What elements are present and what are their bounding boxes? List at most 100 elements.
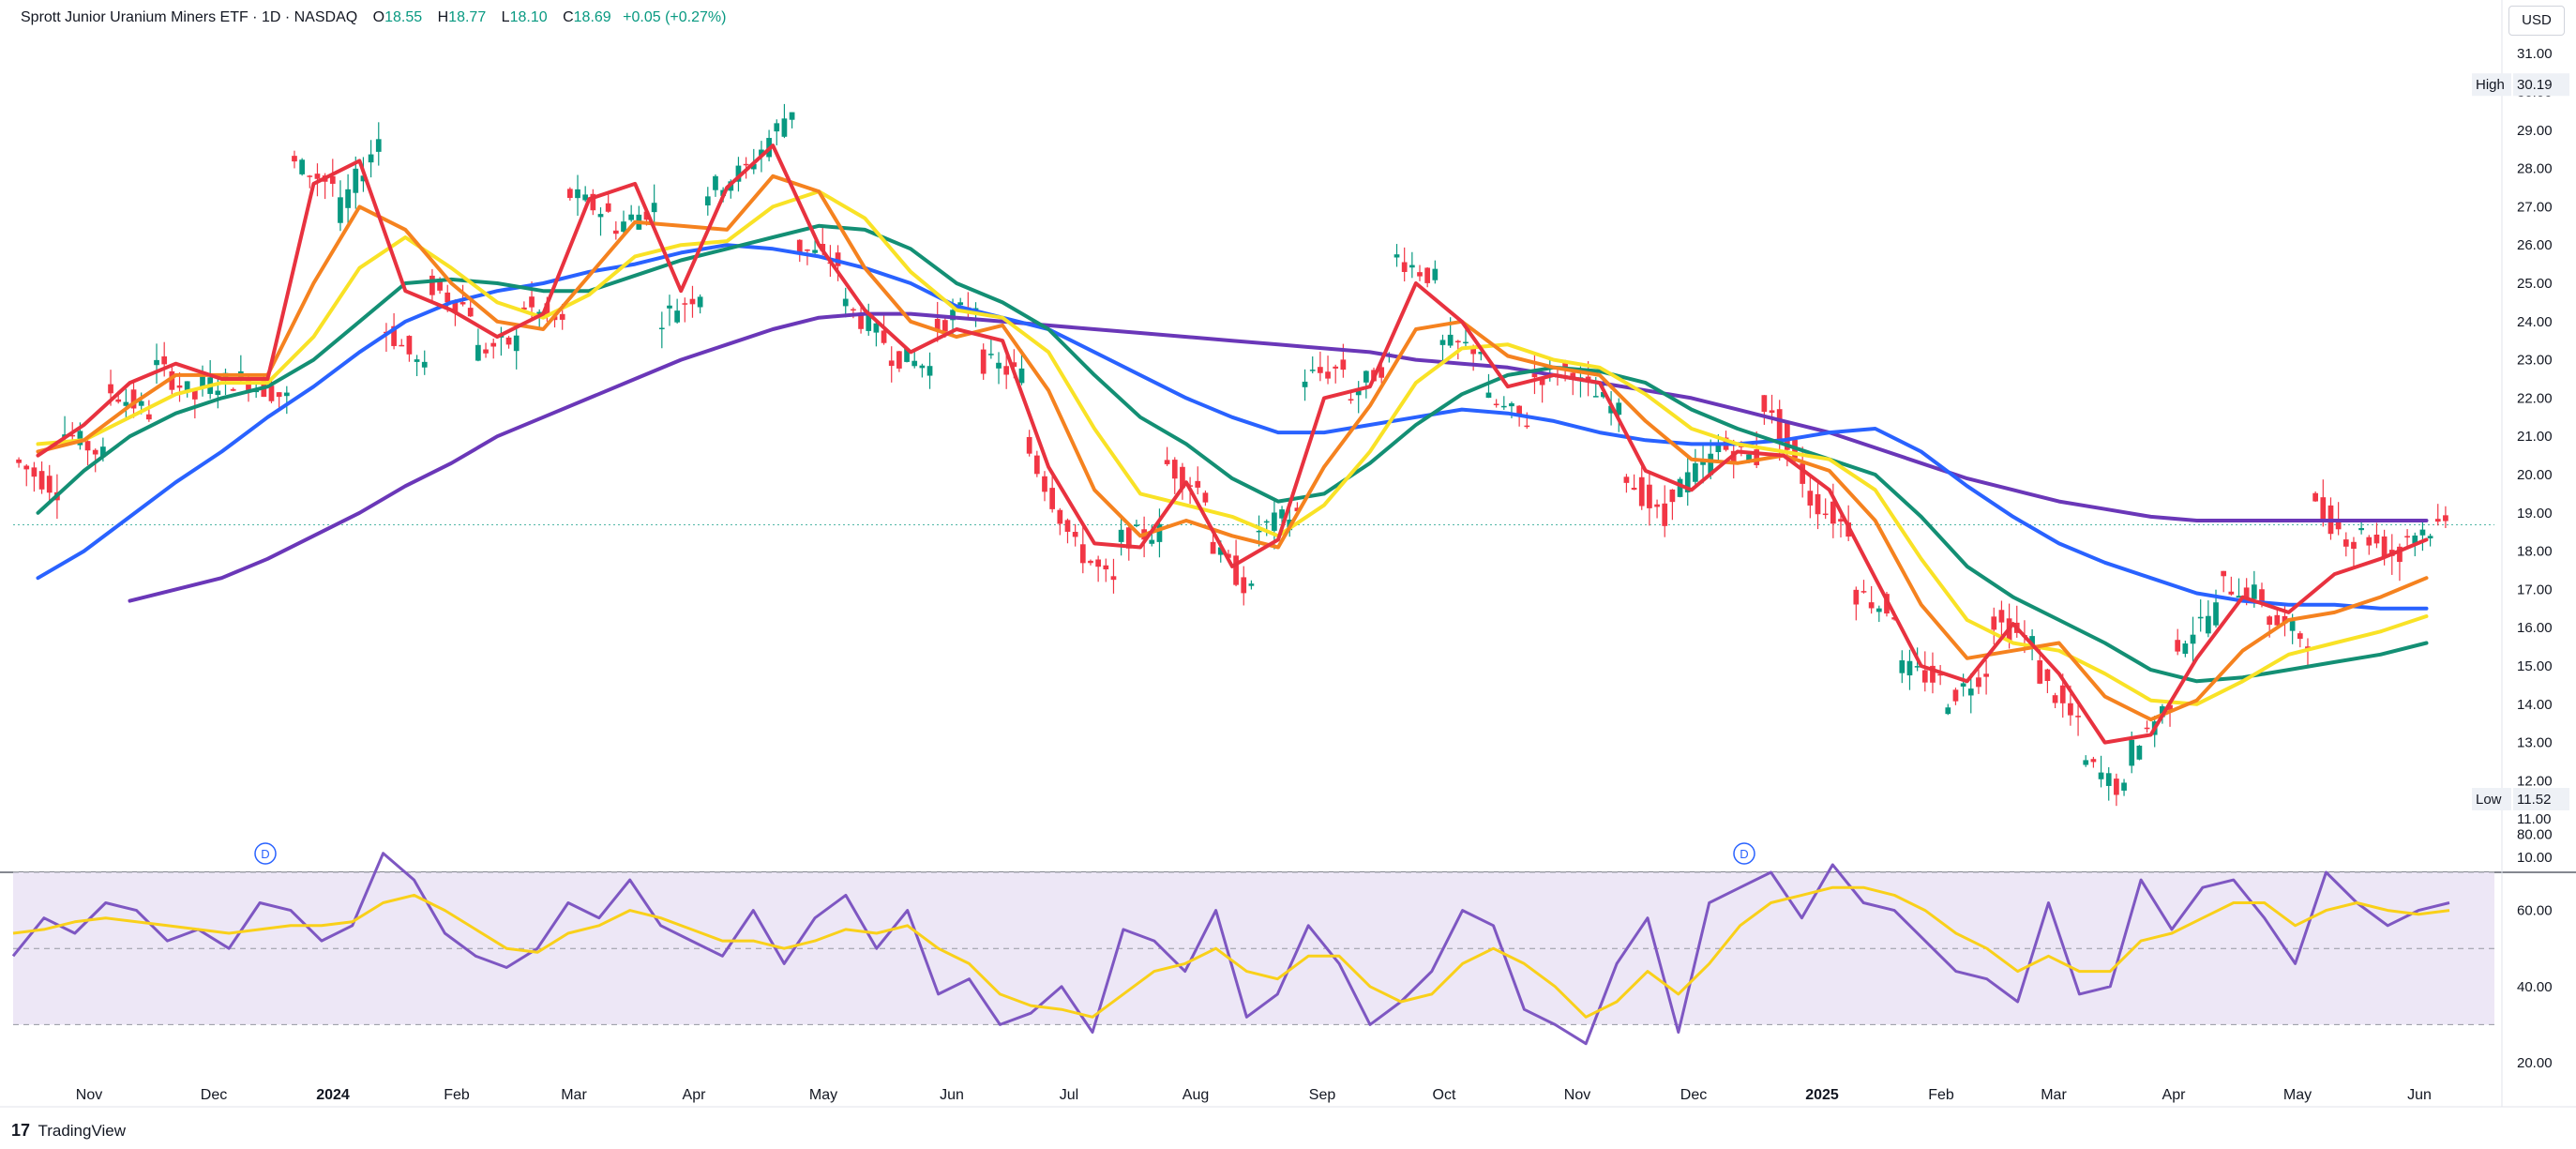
high-badge-label-bg [2472, 73, 2511, 97]
candle-body [873, 323, 880, 333]
candle-body [1601, 391, 1606, 398]
candle-body [230, 388, 236, 391]
low-label: L [501, 9, 510, 25]
candle-body [1118, 529, 1124, 542]
candle-body [1134, 524, 1139, 526]
candle-body [774, 123, 780, 132]
candle-body [1424, 267, 1431, 283]
candle-body [176, 385, 183, 388]
candle-body [1149, 539, 1155, 544]
candle-body [658, 327, 665, 330]
candle-body [2335, 519, 2342, 530]
candle-body [100, 446, 106, 458]
candle-body [1509, 402, 1514, 407]
candle-body [459, 302, 466, 305]
candle-body [2434, 519, 2441, 522]
candle-body [146, 414, 152, 420]
price-axis-tick: 12.00 [2517, 773, 2553, 789]
candle-body [16, 459, 22, 463]
candle-body [154, 359, 159, 366]
candle-body [1500, 405, 1507, 408]
candle-body [2052, 695, 2058, 703]
candle-body [2404, 536, 2410, 538]
candle-body [2121, 782, 2127, 791]
candle-body [628, 214, 635, 220]
candle-body [399, 344, 405, 347]
candle-body [759, 149, 764, 156]
candle-body [2213, 602, 2219, 626]
candle-body [2083, 760, 2089, 765]
price-axis-tick: 10.00 [2517, 850, 2553, 866]
price-axis-tick: 18.00 [2517, 544, 2553, 560]
low-value: 18.10 [509, 9, 548, 25]
candle-body [513, 335, 520, 352]
price-axis-tick: 23.00 [2517, 353, 2553, 369]
candle-body [1761, 395, 1768, 413]
candle-body [2175, 640, 2181, 652]
candle-body [842, 298, 849, 307]
candle-body [429, 275, 435, 295]
candle-body [69, 434, 76, 437]
time-axis-tick: Mar [2041, 1087, 2067, 1103]
ma-line-2 [36, 174, 2429, 722]
ma-line-6 [128, 311, 2429, 603]
tradingview-brand[interactable]: 17 TradingView [11, 1121, 126, 1141]
price-axis-tick: 17.00 [2517, 582, 2553, 597]
candle-body [1248, 583, 1255, 586]
candle-body [575, 189, 580, 199]
symbol-title[interactable]: Sprott Junior Uranium Miners ETF · 1D · … [21, 9, 358, 25]
candle-body [1409, 265, 1415, 268]
candle-body [184, 381, 190, 391]
price-axis-tick: 25.00 [2517, 276, 2553, 292]
currency-button[interactable]: USD [2508, 6, 2565, 36]
candle-body [1822, 513, 1829, 516]
candle-body [215, 390, 221, 396]
candle-body [1348, 399, 1354, 401]
change-value: +0.05 (+0.27%) [623, 9, 727, 25]
open-value: 18.55 [384, 9, 423, 25]
time-axis-tick: 2025 [1805, 1087, 1839, 1103]
candle-body [1125, 527, 1132, 549]
candle-body [2236, 596, 2242, 598]
chart-header: Sprott Junior Uranium Miners ETF · 1D · … [21, 9, 726, 26]
candle-body [1309, 370, 1316, 371]
candle-body [1983, 673, 1989, 677]
candle-body [2427, 536, 2433, 538]
candle-body [996, 362, 1002, 369]
candles [16, 103, 2448, 807]
ma-line-1 [36, 144, 2429, 745]
candle-body [1079, 544, 1086, 564]
candle-body [1378, 367, 1385, 378]
candle-body [283, 392, 290, 397]
candle-body [704, 196, 711, 206]
candle-body [812, 249, 818, 253]
low-badge-label: Low [2476, 792, 2502, 808]
price-axis-tick: 22.00 [2517, 390, 2553, 406]
candle-body [2373, 535, 2380, 544]
dividend-marker-label: D [261, 847, 269, 861]
rsi-axis-tick: 80.00 [2517, 826, 2553, 842]
rsi-axis-tick: 20.00 [2517, 1055, 2553, 1071]
candle-body [911, 360, 918, 367]
time-axis-tick: Dec [201, 1087, 227, 1103]
candle-body [1340, 359, 1347, 370]
candle-body [888, 360, 895, 367]
candle-body [1294, 507, 1301, 512]
candle-body [1906, 660, 1913, 676]
candle-body [1272, 512, 1277, 531]
candle-body [1333, 366, 1339, 369]
candle-body [314, 174, 321, 179]
candle-body [1263, 521, 1270, 523]
candle-body [1103, 565, 1109, 570]
candle-body [2037, 660, 2043, 684]
candle-body [368, 154, 374, 163]
candle-body [1715, 445, 1722, 453]
price-axis-tick: 26.00 [2517, 237, 2553, 253]
candle-body [1110, 576, 1117, 581]
candle-body [2044, 669, 2051, 681]
candle-body [1478, 352, 1484, 355]
candle-body [1700, 460, 1706, 465]
candle-body [1516, 405, 1522, 416]
time-axis-tick: Nov [1564, 1087, 1590, 1103]
